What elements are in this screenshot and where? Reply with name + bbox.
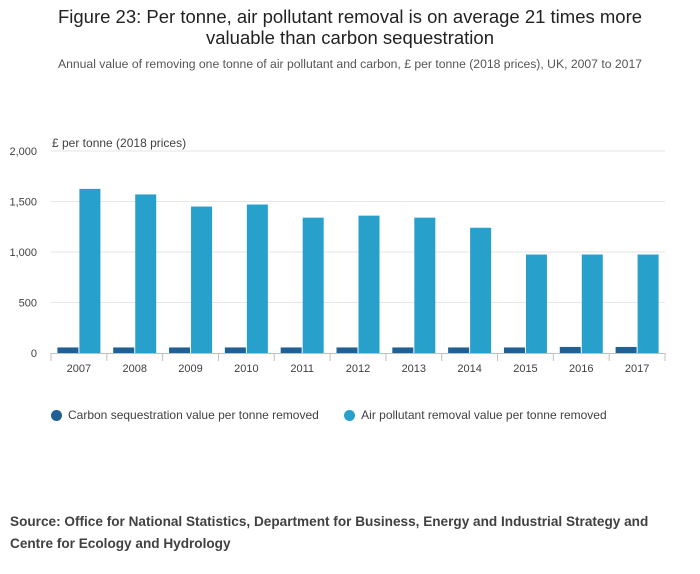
chart-title-line-2: valuable than carbon sequestration	[206, 27, 494, 48]
legend-label-air: Air pollutant removal value per tonne re…	[361, 408, 607, 422]
x-tick-label: 2007	[67, 363, 91, 375]
y-tick-label: 1,000	[9, 247, 37, 259]
x-tick-label: 2009	[178, 363, 202, 375]
y-tick-label: 500	[19, 298, 37, 310]
x-tick-label: 2017	[625, 363, 649, 375]
bar-carbon-2011[interactable]	[280, 347, 302, 353]
y-tick-label: 0	[31, 348, 37, 360]
x-tick-label: 2012	[346, 363, 370, 375]
bar-air-2015[interactable]	[525, 254, 547, 353]
x-tick-label: 2015	[513, 363, 537, 375]
bar-carbon-2012[interactable]	[336, 347, 358, 353]
bar-air-2016[interactable]	[581, 254, 603, 353]
x-tick-label: 2010	[234, 363, 258, 375]
bar-chart: £ per tonne (2018 prices) 2007 2008 2009 20…	[9, 136, 666, 375]
legend-item-carbon[interactable]: Carbon sequestration value per tonne rem…	[51, 408, 319, 422]
bar-air-2011[interactable]	[302, 217, 324, 353]
bar-air-2007[interactable]	[79, 188, 101, 353]
y-axis-label: £ per tonne (2018 prices)	[52, 136, 186, 150]
bar-carbon-2016[interactable]	[559, 346, 581, 353]
y-tick-label: 1,500	[9, 197, 37, 209]
x-tick-label: 2016	[569, 363, 593, 375]
chart-subtitle: Annual value of removing one tonne of ai…	[57, 57, 643, 71]
legend-marker-carbon	[51, 409, 62, 421]
bar-carbon-2009[interactable]	[169, 347, 191, 353]
chart-title-line-1: Figure 23: Per tonne, air pollutant remo…	[57, 6, 643, 27]
bar-air-2013[interactable]	[414, 217, 436, 353]
bar-air-2017[interactable]	[637, 254, 659, 353]
bar-carbon-2008[interactable]	[113, 347, 135, 353]
bar-carbon-2010[interactable]	[224, 347, 246, 353]
legend: Carbon sequestration value per tonne rem…	[51, 408, 629, 424]
bar-air-2008[interactable]	[135, 194, 157, 353]
x-tick-label: 2013	[402, 363, 426, 375]
bar-air-2010[interactable]	[246, 204, 268, 353]
legend-label-carbon: Carbon sequestration value per tonne rem…	[68, 408, 319, 422]
source-note: Source: Office for National Statistics, …	[10, 514, 649, 551]
bar-air-2009[interactable]	[191, 206, 213, 353]
bars	[57, 188, 659, 353]
bar-carbon-2015[interactable]	[503, 347, 525, 353]
bar-carbon-2013[interactable]	[392, 347, 414, 353]
x-tick-label: 2011	[290, 363, 314, 375]
chart-title: Figure 23: Per tonne, air pollutant remo…	[0, 6, 700, 48]
y-tick-label: 2,000	[9, 146, 37, 158]
legend-marker-air	[344, 409, 356, 421]
bar-carbon-2014[interactable]	[448, 347, 470, 353]
x-tick-label: 2008	[122, 363, 146, 375]
bar-carbon-2007[interactable]	[57, 347, 79, 353]
y-axis: 0 500 1,000 1,500 2,000	[9, 146, 37, 360]
bar-air-2014[interactable]	[470, 227, 492, 353]
bar-air-2012[interactable]	[358, 215, 380, 353]
bar-carbon-2017[interactable]	[615, 346, 637, 353]
x-axis: 2007 2008 2009 2010 2011 2012 2013 2014 2015 2016…	[50, 353, 666, 375]
x-tick-label: 2014	[457, 363, 481, 375]
legend-item-air[interactable]: Air pollutant removal value per tonne re…	[344, 408, 607, 422]
